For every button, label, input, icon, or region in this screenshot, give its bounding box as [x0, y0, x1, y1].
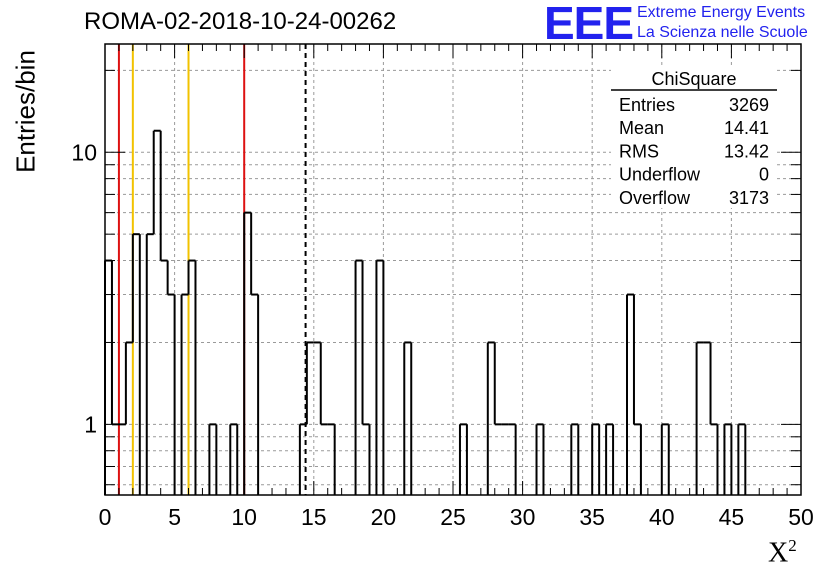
x-axis-label: X2 — [768, 536, 797, 569]
stats-row-value: 13.42 — [724, 141, 769, 161]
x-tick-label: 35 — [579, 504, 605, 530]
stats-row-label: Entries — [619, 95, 675, 115]
brand-line-2: La Scienza nelle Scuole — [637, 24, 808, 41]
stats-row-label: Underflow — [619, 165, 701, 185]
x-tick-label: 50 — [788, 504, 814, 530]
x-tick-label: 30 — [510, 504, 536, 530]
stats-row-label: RMS — [619, 141, 659, 161]
stats-row-label: Mean — [619, 118, 664, 138]
x-tick-label: 10 — [231, 504, 257, 530]
brand-line-1: Extreme Energy Events — [637, 4, 806, 21]
x-tick-label: 45 — [719, 504, 745, 530]
stats-row-value: 3173 — [729, 188, 769, 208]
stats-row-value: 3269 — [729, 95, 769, 115]
chart-title: ROMA-02-2018-10-24-00262 — [84, 8, 397, 35]
stats-box-title: ChiSquare — [651, 69, 736, 89]
stats-row-label: Overflow — [619, 188, 691, 208]
y-tick-label: 10 — [71, 139, 97, 165]
stats-row-value: 14.41 — [724, 118, 769, 138]
x-tick-label: 15 — [301, 504, 327, 530]
x-tick-label: 25 — [440, 504, 466, 530]
x-tick-label: 20 — [371, 504, 397, 530]
stats-row-value: 0 — [759, 165, 769, 185]
eee-logo: EEE — [544, 0, 634, 49]
x-tick-label: 40 — [649, 504, 675, 530]
y-tick-label: 1 — [84, 411, 97, 437]
x-tick-label: 0 — [99, 504, 112, 530]
x-tick-label: 5 — [168, 504, 181, 530]
